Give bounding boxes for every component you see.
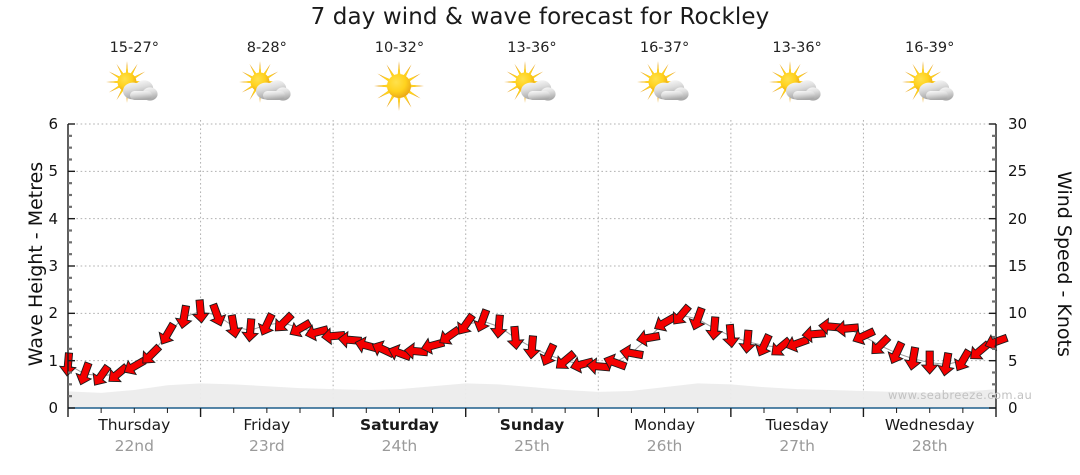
page-title: 7 day wind & wave forecast for Rockley bbox=[310, 4, 770, 30]
day-footer-monday: Monday 26th bbox=[598, 415, 731, 471]
right-tick-label: 30 bbox=[1008, 115, 1028, 133]
temperature-range: 8-28° bbox=[246, 40, 287, 56]
left-tick-label: 0 bbox=[48, 399, 58, 417]
right-tick-label: 25 bbox=[1008, 162, 1028, 181]
day-header-friday: 8-28° bbox=[201, 38, 334, 120]
left-tick-label: 6 bbox=[48, 115, 58, 133]
day-header-tuesday: 13-36° bbox=[731, 38, 864, 120]
day-footer-friday: Friday 23rd bbox=[201, 415, 334, 471]
day-footer-saturday: Saturday 24th bbox=[333, 415, 466, 471]
temperature-range: 16-37° bbox=[639, 40, 690, 56]
left-tick-label: 2 bbox=[48, 304, 58, 323]
day-footer-tuesday: Tuesday 27th bbox=[731, 415, 864, 471]
day-name: Monday bbox=[633, 416, 696, 434]
partly-cloudy-icon bbox=[501, 57, 563, 115]
day-date: 24th bbox=[381, 437, 418, 455]
day-header-monday: 16-37° bbox=[598, 38, 731, 120]
plot-area bbox=[58, 120, 1009, 417]
day-name: Saturday bbox=[359, 416, 439, 434]
left-tick-label: 4 bbox=[48, 209, 58, 228]
day-footer-sunday: Sunday 25th bbox=[466, 415, 599, 471]
day-header-sunday: 13-36° bbox=[466, 38, 599, 120]
day-date: 23rd bbox=[249, 437, 285, 455]
day-date: 25th bbox=[514, 437, 550, 455]
day-date: 27th bbox=[779, 437, 815, 455]
right-tick-label: 0 bbox=[1008, 399, 1018, 417]
day-name: Sunday bbox=[499, 416, 565, 434]
right-tick-label: 20 bbox=[1008, 209, 1028, 228]
day-footer-thursday: Thursday 22nd bbox=[68, 415, 201, 471]
temperature-range: 13-36° bbox=[507, 40, 557, 56]
sunny-icon bbox=[368, 57, 430, 115]
day-footer-wednesday: Wednesday 28th bbox=[863, 415, 996, 471]
day-name: Friday bbox=[243, 416, 291, 434]
left-tick-label: 1 bbox=[48, 351, 58, 370]
right-tick-label: 5 bbox=[1008, 351, 1018, 370]
day-header-thursday: 15-27° bbox=[68, 38, 201, 120]
day-date: 22nd bbox=[114, 437, 154, 455]
day-header-saturday: 10-32° bbox=[333, 38, 466, 120]
left-tick-label: 5 bbox=[48, 162, 58, 181]
watermark: www.seabreeze.com.au bbox=[888, 388, 1033, 402]
partly-cloudy-icon bbox=[634, 57, 696, 115]
day-date: 26th bbox=[646, 437, 683, 455]
day-name: Thursday bbox=[98, 416, 171, 434]
right-axis-title: Wind Speed - Knots bbox=[1053, 171, 1075, 357]
day-date: 28th bbox=[911, 437, 948, 455]
temperature-range: 15-27° bbox=[109, 40, 159, 56]
day-name: Wednesday bbox=[884, 416, 975, 434]
partly-cloudy-icon bbox=[236, 57, 298, 115]
temperature-range: 10-32° bbox=[374, 40, 425, 56]
day-header-wednesday: 16-39° bbox=[863, 38, 996, 120]
left-tick-label: 3 bbox=[48, 257, 58, 275]
partly-cloudy-icon bbox=[899, 57, 961, 115]
temperature-range: 16-39° bbox=[905, 40, 955, 56]
forecast-plot-svg bbox=[58, 120, 1009, 417]
day-name: Tuesday bbox=[765, 416, 829, 434]
temperature-range: 13-36° bbox=[772, 40, 822, 56]
right-tick-label: 15 bbox=[1008, 257, 1028, 275]
partly-cloudy-icon bbox=[103, 57, 165, 115]
partly-cloudy-icon bbox=[766, 57, 828, 115]
right-tick-label: 10 bbox=[1008, 304, 1028, 323]
